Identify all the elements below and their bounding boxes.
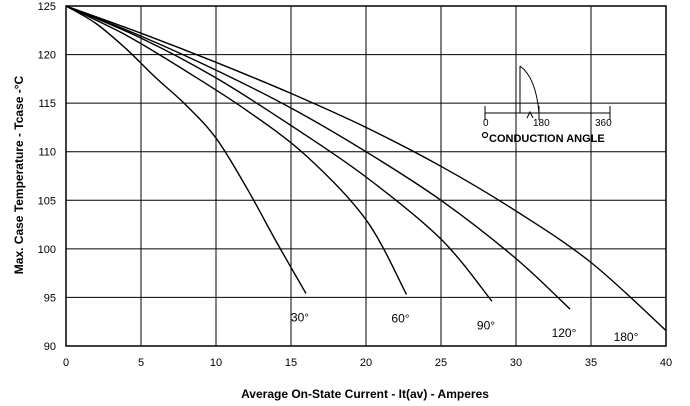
y-tick-label-95: 95 bbox=[44, 292, 56, 304]
inset-label-0: 0 bbox=[483, 118, 489, 129]
conduction-angle-inset: 0 180 360 CONDUCTION ANGLE bbox=[481, 65, 612, 145]
inset-caption: CONDUCTION ANGLE bbox=[489, 133, 605, 145]
series-label-0: 30° bbox=[291, 311, 309, 325]
x-tick-label-5: 5 bbox=[138, 357, 144, 369]
y-tick-label-115: 115 bbox=[38, 98, 56, 110]
x-tick-label-20: 20 bbox=[360, 357, 372, 369]
series-label-1: 60° bbox=[391, 312, 409, 326]
y-tick-label-110: 110 bbox=[38, 147, 56, 159]
y-tick-label-105: 105 bbox=[38, 195, 56, 207]
x-tick-label-15: 15 bbox=[285, 357, 297, 369]
series-labels: 30° 60° 90° 120° 180° bbox=[291, 311, 639, 344]
y-tick-label-90: 90 bbox=[44, 341, 56, 353]
inset-degree-mark bbox=[481, 131, 489, 139]
inset-angle-arrow bbox=[526, 110, 534, 119]
series-line-3 bbox=[65, 5, 571, 310]
series-label-3: 120° bbox=[552, 326, 577, 340]
y-tick-label-120: 120 bbox=[38, 50, 56, 62]
grid-lines bbox=[65, 5, 667, 347]
x-tick-label-10: 10 bbox=[210, 357, 222, 369]
series-label-4: 180° bbox=[614, 330, 639, 344]
y-tick-label-125: 125 bbox=[38, 1, 56, 13]
inset-pulse-waveform bbox=[519, 65, 540, 114]
x-tick-label-30: 30 bbox=[510, 357, 522, 369]
series-lines bbox=[65, 5, 667, 332]
y-tick-labels: 90 95 100 105 110 115 120 125 bbox=[38, 1, 56, 353]
x-axis-title: Average On-State Current - It(av) - Ampe… bbox=[241, 387, 489, 401]
plot-frame bbox=[65, 5, 667, 347]
x-tick-label-40: 40 bbox=[660, 357, 672, 369]
series-line-2 bbox=[65, 5, 493, 302]
x-tick-label-25: 25 bbox=[435, 357, 447, 369]
series-label-2: 90° bbox=[477, 318, 495, 332]
series-line-1 bbox=[65, 5, 408, 295]
series-line-0 bbox=[65, 5, 307, 294]
inset-label-360: 360 bbox=[595, 118, 612, 129]
series-line-4 bbox=[65, 5, 667, 332]
inset-label-180: 180 bbox=[533, 118, 550, 129]
y-tick-label-100: 100 bbox=[38, 244, 56, 256]
x-tick-label-0: 0 bbox=[63, 357, 69, 369]
y-axis-title: Max. Case Temperature - Tcase -°C bbox=[12, 75, 26, 274]
x-tick-label-35: 35 bbox=[585, 357, 597, 369]
x-tick-labels: 0 5 10 15 20 25 30 35 40 bbox=[63, 357, 672, 369]
